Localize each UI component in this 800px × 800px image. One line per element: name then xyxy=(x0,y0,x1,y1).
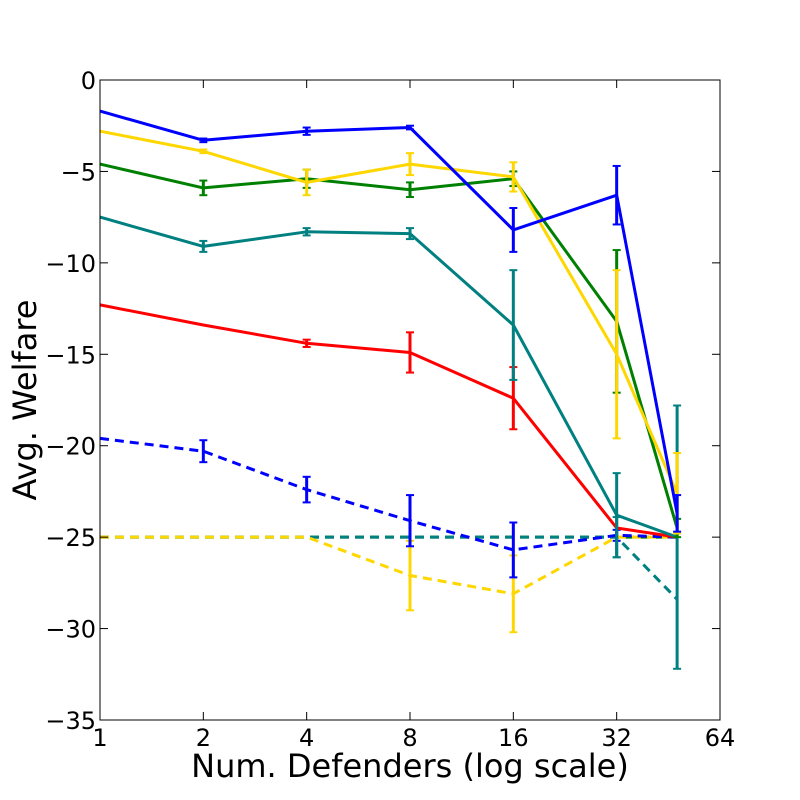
y-tick-label: −5 xyxy=(61,158,96,186)
y-tick-label: −30 xyxy=(45,616,96,644)
x-tick-label: 1 xyxy=(92,724,107,752)
x-tick-label: 32 xyxy=(601,724,632,752)
x-tick-label: 8 xyxy=(402,724,417,752)
series-layer xyxy=(99,109,682,670)
series-red-solid xyxy=(99,303,678,539)
series-line-red-solid xyxy=(99,303,678,539)
series-blue-dashed xyxy=(99,436,678,579)
y-tick-label: 0 xyxy=(81,67,96,95)
x-tick-label: 64 xyxy=(705,724,736,752)
series-teal-solid xyxy=(99,215,682,670)
x-tick-label: 4 xyxy=(299,724,314,752)
tick-layer: 1 2 4 8 16 32 64 0 −5 −10 −15 −20 −25 −30 −35 xyxy=(45,67,735,752)
series-teal-dashed xyxy=(100,516,679,601)
y-tick-label: −25 xyxy=(45,524,96,552)
y-tick-label: −15 xyxy=(45,341,96,369)
y-tick-label: −35 xyxy=(45,707,96,735)
series-line-gold-dashed xyxy=(100,535,678,596)
series-line-green-solid xyxy=(99,162,679,529)
y-tick-label: −10 xyxy=(45,250,96,278)
series-gold-dashed xyxy=(100,535,678,634)
x-tick-label: 16 xyxy=(498,724,529,752)
x-axis-title: Num. Defenders (log scale) xyxy=(191,747,629,785)
series-line-teal-dashed xyxy=(100,535,679,601)
y-tick-label: −20 xyxy=(45,433,96,461)
x-tick-label: 2 xyxy=(196,724,211,752)
series-line-teal-solid xyxy=(99,215,678,539)
y-axis-title: Avg. Welfare xyxy=(6,300,44,501)
series-blue-solid xyxy=(99,109,682,533)
